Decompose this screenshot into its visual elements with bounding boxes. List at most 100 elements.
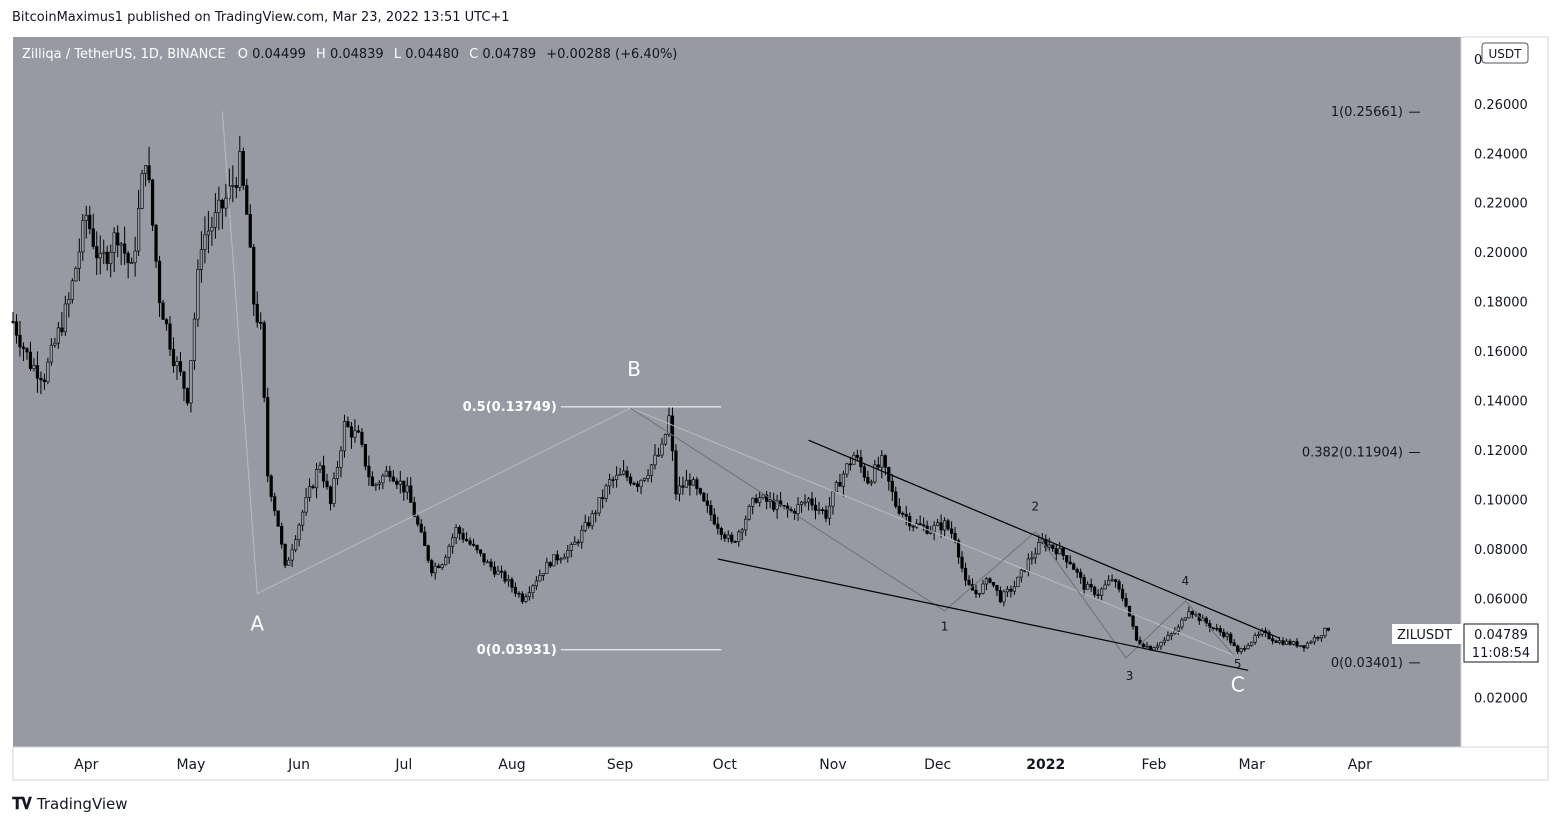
currency-badge[interactable]: USDT — [1481, 42, 1529, 64]
candle-body — [53, 342, 57, 346]
candle-body — [297, 524, 301, 541]
candle-body — [806, 498, 811, 503]
candle-body — [451, 537, 455, 547]
candle-body — [503, 571, 507, 582]
candle-body — [639, 480, 643, 487]
candle-body — [527, 592, 531, 598]
candle-body — [841, 473, 846, 487]
legend-open-label: O — [238, 47, 248, 62]
candle-body — [998, 590, 1003, 603]
plot-area[interactable] — [13, 37, 1461, 747]
candle-body — [716, 523, 720, 529]
candle-body — [538, 575, 542, 582]
candle-body — [880, 455, 884, 468]
candle-body — [929, 531, 933, 534]
candle-body — [346, 421, 350, 428]
candle-body — [956, 540, 961, 558]
fib-level-label: 0(0.03931) — [477, 643, 557, 658]
abc-wave-label: B — [627, 357, 641, 381]
candle-body — [663, 434, 668, 445]
candle-body — [109, 252, 113, 264]
candle-body — [911, 525, 915, 528]
impulse-wave-label: 4 — [1182, 574, 1190, 588]
candle-body — [908, 515, 912, 527]
candle-body — [84, 214, 88, 222]
candle-body — [534, 580, 538, 587]
last-price-tag[interactable]: ZILUSDT 0.04789 11:08:54 — [1392, 623, 1539, 663]
x-tick-label: Sep — [607, 757, 634, 773]
time-axis[interactable] — [12, 746, 1549, 781]
candle-body — [1019, 569, 1023, 578]
candle-body — [709, 505, 713, 516]
candle-body — [154, 224, 158, 262]
candle-body — [1288, 640, 1292, 645]
candle-body — [545, 562, 549, 574]
candle-body — [35, 365, 40, 379]
candle-body — [1257, 633, 1261, 636]
candle-body — [963, 567, 968, 581]
candle-body — [765, 494, 769, 502]
candle-body — [775, 500, 779, 510]
tradingview-logo-icon: 𝐓𝐕 — [12, 794, 32, 813]
candle-body — [133, 250, 137, 263]
candle-body — [287, 559, 291, 566]
candle-body — [56, 327, 60, 344]
y-tick-label: 0.14000 — [1474, 395, 1528, 410]
candle-body — [737, 531, 741, 542]
candle-body — [1065, 555, 1069, 563]
candle-body — [1075, 569, 1079, 573]
candle-body — [241, 151, 245, 186]
candle-body — [702, 492, 706, 502]
candle-body — [883, 455, 887, 468]
candle-body — [897, 506, 901, 514]
candle-body — [1236, 645, 1240, 652]
candle-body — [426, 545, 430, 561]
candle-body — [922, 524, 926, 527]
candle-body — [1326, 627, 1331, 631]
candle-body — [32, 365, 36, 369]
candle-body — [615, 474, 619, 480]
candle-body — [185, 388, 190, 404]
candle-body — [1089, 583, 1093, 588]
x-tick-label: Dec — [924, 757, 951, 773]
candle-body — [1166, 635, 1170, 641]
candle-body — [559, 558, 563, 561]
candle-body — [705, 500, 709, 506]
candle-body — [541, 573, 545, 576]
candle-body — [611, 479, 615, 481]
tradingview-brand[interactable]: 𝐓𝐕 TradingView — [12, 794, 128, 814]
candle-body — [988, 578, 992, 583]
y-tick-label: 0.10000 — [1474, 494, 1528, 509]
candle-body — [1169, 633, 1173, 637]
candle-body — [677, 485, 682, 495]
candle-body — [660, 443, 664, 456]
candle-body — [625, 470, 629, 478]
candle-body — [1250, 641, 1254, 646]
candle-body — [447, 545, 451, 558]
candle-body — [196, 269, 200, 320]
candle-body — [1086, 583, 1090, 590]
candle-body — [681, 485, 685, 488]
x-tick-label: Mar — [1238, 757, 1265, 773]
y-tick-label: 0.08000 — [1474, 543, 1528, 558]
candle-body — [698, 488, 702, 494]
candle-body — [995, 584, 999, 591]
candle-body — [458, 527, 462, 534]
candle-body — [943, 520, 947, 531]
candle-body — [1072, 563, 1076, 570]
candle-body — [70, 280, 74, 300]
candle-body — [74, 267, 78, 282]
last-price-value: 0.04789 — [1474, 628, 1528, 643]
candle-body — [827, 505, 832, 519]
candle-body — [1316, 637, 1320, 639]
candle-body — [339, 450, 343, 468]
y-tick-label: 0.20000 — [1474, 246, 1528, 261]
candle-body — [360, 431, 364, 445]
candle-body — [423, 531, 427, 546]
candle-body — [566, 550, 570, 558]
candle-body — [342, 421, 347, 452]
candle-body — [573, 541, 577, 545]
candle-body — [238, 151, 242, 188]
candle-body — [894, 491, 898, 507]
